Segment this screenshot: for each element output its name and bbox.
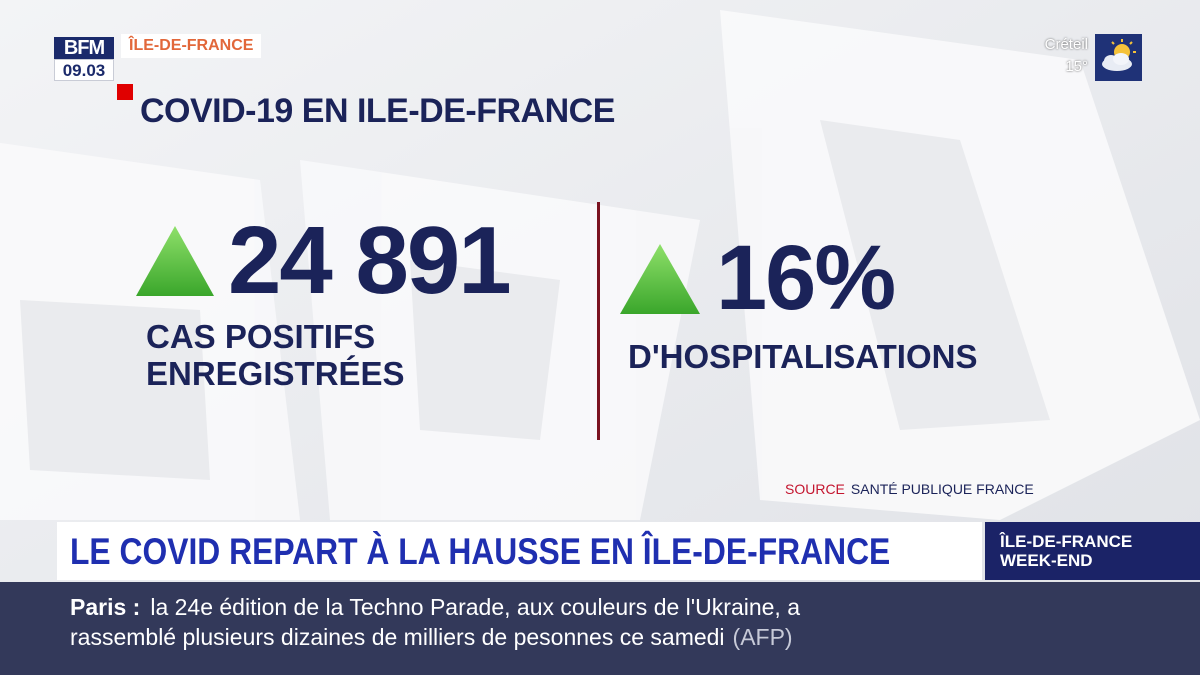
source-value: SANTÉ PUBLIQUE FRANCE [850, 481, 1034, 497]
show-tag-line2: WEEK-END [1000, 551, 1093, 570]
trend-up-icon [620, 244, 700, 314]
positive-cases-label-line1: CAS POSITIFS [146, 318, 376, 355]
logo-bfm: BFM [54, 37, 114, 59]
weather-temp: 15° [1065, 58, 1088, 75]
weather-city: Créteil [1044, 36, 1088, 53]
clock-time: 09.03 [54, 59, 114, 81]
ticker-place: Paris : [70, 594, 141, 620]
ticker-text-line2: rassemblé plusieurs dizaines de milliers… [70, 624, 725, 650]
headline: LE COVID REPART À LA HAUSSE EN ÎLE-DE-FR… [70, 531, 891, 572]
show-tag-line1: ÎLE-DE-FRANCE [1000, 532, 1133, 551]
ticker-text-line1: la 24e édition de la Techno Parade, aux … [150, 594, 800, 620]
region-tag: ÎLE-DE-FRANCE [121, 34, 262, 58]
divider [597, 202, 600, 440]
headline-bar [57, 522, 982, 580]
ticker-line2: rassemblé plusieurs dizaines de milliers… [70, 624, 793, 651]
positive-cases-value: 24 891 [228, 207, 512, 314]
hospitalisation-value: 16% [716, 227, 896, 329]
live-square-icon [117, 84, 133, 100]
source-credit: SOURCE SANTÉ PUBLIQUE FRANCE [785, 481, 1034, 497]
hospitalisation-label: D'HOSPITALISATIONS [628, 338, 978, 375]
positive-cases-label-line2: ENREGISTRÉES [146, 355, 405, 392]
sun-cloud-icon [1095, 34, 1142, 81]
graphic-title: COVID-19 EN ILE-DE-FRANCE [140, 92, 615, 130]
source-label: SOURCE [785, 481, 845, 497]
trend-up-icon [136, 226, 214, 296]
ticker-line1: Paris : la 24e édition de la Techno Parad… [70, 594, 800, 621]
show-tag: ÎLE-DE-FRANCE WEEK-END [985, 522, 1200, 580]
ticker-source: (AFP) [732, 624, 793, 650]
news-ticker [0, 582, 1200, 675]
channel-logo: BFM 09.03 [54, 37, 114, 81]
